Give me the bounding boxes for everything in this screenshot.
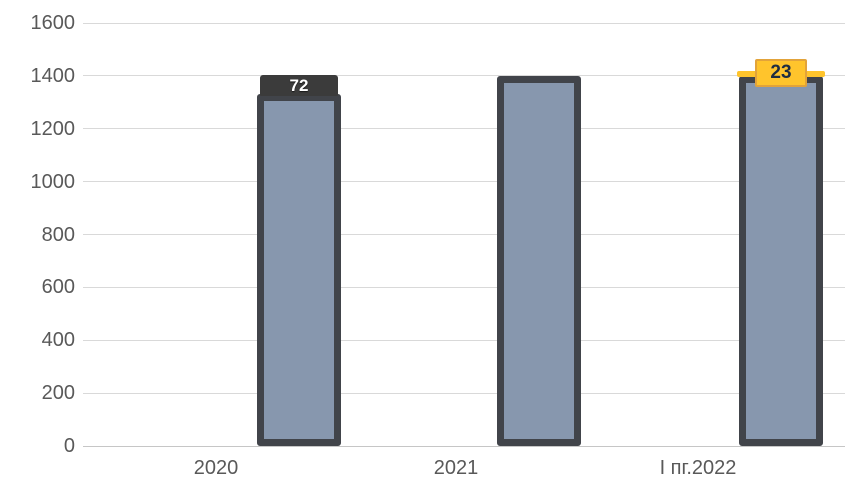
x-axis: 2020 2021 I пг.2022 [83, 455, 845, 483]
plot-area: 72 23 [83, 22, 845, 447]
bar-2021 [497, 75, 581, 446]
gridline [83, 286, 845, 288]
gridline [83, 392, 845, 394]
gridline [83, 234, 845, 235]
data-label-yellow: 23 [770, 61, 792, 83]
gridline [83, 22, 845, 24]
bar-I пг.2022 [739, 75, 823, 446]
data-label-dark: 72 [289, 76, 309, 96]
bar-2020 [257, 94, 341, 446]
x-axis-label: I пг.2022 [659, 457, 737, 479]
y-axis-label: 1400 [30, 64, 76, 87]
x-axis-label: 2021 [433, 457, 479, 479]
y-axis-label: 200 [41, 382, 75, 405]
gridline [83, 181, 845, 183]
y-axis-label: 800 [41, 223, 75, 246]
data-label-yellow-box: 23 [755, 58, 807, 87]
gridline [83, 339, 845, 341]
y-axis: 0 200 400 600 800 1000 1200 1400 1600 [0, 0, 76, 488]
gridline [83, 75, 845, 77]
bar-cap-dark: 72 [260, 75, 338, 97]
gridline [83, 128, 845, 130]
y-axis-label: 1600 [30, 12, 76, 34]
y-axis-label: 400 [41, 329, 75, 352]
y-axis-label: 1000 [30, 170, 76, 193]
y-axis-label: 0 [63, 435, 75, 457]
gridline [83, 445, 845, 447]
y-axis-label: 1200 [30, 117, 76, 140]
x-axis-label: 2020 [193, 457, 239, 479]
y-axis-label: 600 [41, 276, 75, 299]
